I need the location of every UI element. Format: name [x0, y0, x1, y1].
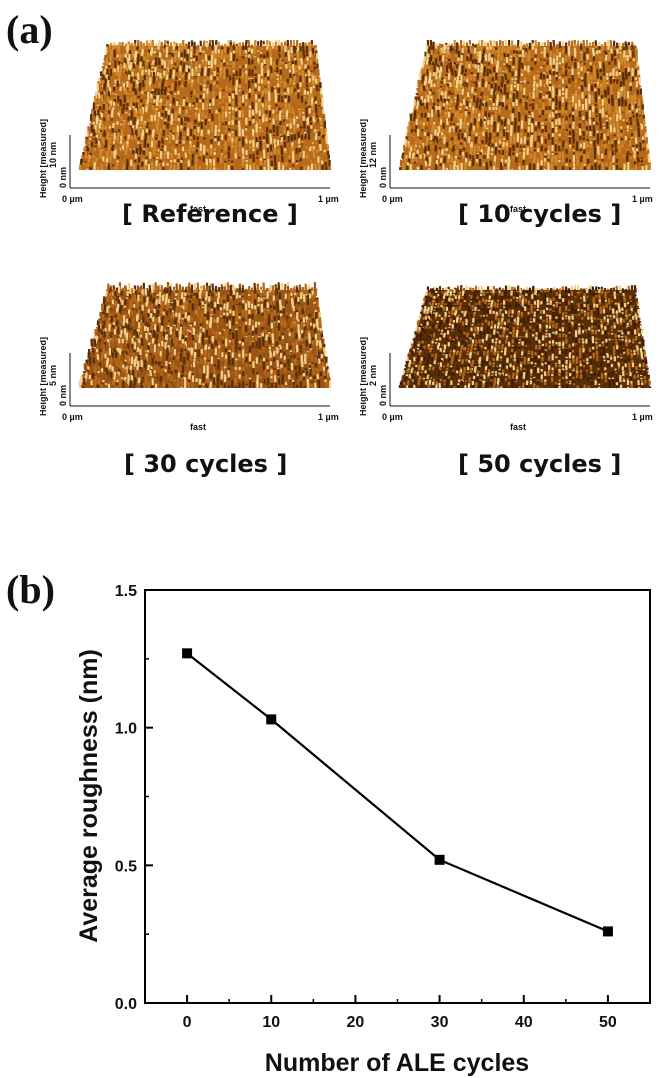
afm-z-axis: Height [measured]	[40, 337, 48, 416]
afm-z-scale: 12 nm	[368, 142, 378, 168]
afm-surface-reference: 0 µm fast 1 µm 10 nm 0 nm Height [measur…	[40, 40, 339, 214]
data-point	[182, 648, 193, 659]
afm-z-scale: 10 nm	[48, 142, 58, 168]
afm-z-axis: Height [measured]	[40, 119, 48, 198]
roughness-chart: 0.0 0.5 1.0 1.5 0 10 20 30 40 50 Number of ALE c…	[75, 583, 651, 1077]
afm-z-scale: 5 nm	[48, 365, 58, 386]
y-tick-label: 0.0	[115, 996, 137, 1013]
afm-z-axis: Height [measured]	[360, 337, 368, 416]
y-tick-label: 1.0	[115, 721, 137, 738]
afm-image-10-cycles: 0 µm fast 1 µm 12 nm 0 nm Height [measur…	[360, 40, 660, 220]
x-tick-label: 40	[515, 1014, 533, 1031]
afm-x-mid: fast	[510, 204, 526, 214]
caption-reference: [ Reference ]	[122, 200, 298, 228]
y-tick-label: 0.5	[115, 858, 137, 875]
afm-x-start: 0 µm	[62, 412, 83, 422]
afm-x-mid: fast	[190, 204, 206, 214]
x-tick-label: 0	[183, 1014, 192, 1031]
afm-surface-10-cycles: 0 µm fast 1 µm 12 nm 0 nm Height [measur…	[360, 40, 653, 214]
caption-30-cycles: [ 30 cycles ]	[124, 450, 288, 478]
afm-surface-30-cycles: 0 µm fast 1 µm 5 nm 0 nm Height [measure…	[40, 281, 339, 432]
afm-surface-50-cycles: 0 µm fast 1 µm 2 nm 0 nm Height [measure…	[360, 285, 653, 432]
afm-z-scale: 2 nm	[368, 365, 378, 386]
afm-x-end: 1 µm	[632, 194, 653, 204]
data-point	[434, 854, 445, 865]
afm-image-reference: 0 µm fast 1 µm 10 nm 0 nm Height [measur…	[40, 40, 340, 220]
caption-50-cycles: [ 50 cycles ]	[458, 450, 622, 478]
afm-x-mid: fast	[190, 422, 206, 432]
afm-z-axis: Height [measured]	[360, 119, 368, 198]
x-tick-label: 50	[599, 1014, 617, 1031]
plot-frame	[144, 589, 651, 1004]
afm-x-start: 0 µm	[62, 194, 83, 204]
y-axis-title: Average roughness (nm)	[75, 649, 103, 943]
afm-z-zero: 0 nm	[378, 167, 388, 188]
x-tick-label: 30	[431, 1014, 449, 1031]
afm-x-end: 1 µm	[318, 412, 339, 422]
afm-x-start: 0 µm	[382, 194, 403, 204]
caption-10-cycles: [ 10 cycles ]	[458, 200, 622, 228]
afm-x-mid: fast	[510, 422, 526, 432]
afm-z-zero: 0 nm	[58, 167, 68, 188]
x-axis-title: Number of ALE cycles	[265, 1049, 529, 1077]
y-tick-label: 1.5	[115, 583, 137, 600]
afm-x-end: 1 µm	[632, 412, 653, 422]
afm-image-50-cycles: 0 µm fast 1 µm 2 nm 0 nm Height [measure…	[360, 258, 660, 438]
afm-x-start: 0 µm	[382, 412, 403, 422]
panel-a-label: (a)	[6, 7, 53, 52]
afm-image-30-cycles: 0 µm fast 1 µm 5 nm 0 nm Height [measure…	[40, 258, 340, 438]
series-line	[186, 652, 609, 933]
panel-b-label: (b)	[6, 567, 55, 612]
x-tick-label: 20	[347, 1014, 365, 1031]
data-point	[266, 714, 277, 725]
data-point	[602, 926, 613, 937]
afm-z-zero: 0 nm	[378, 385, 388, 406]
afm-x-end: 1 µm	[318, 194, 339, 204]
afm-z-zero: 0 nm	[58, 385, 68, 406]
x-tick-label: 10	[262, 1014, 280, 1031]
